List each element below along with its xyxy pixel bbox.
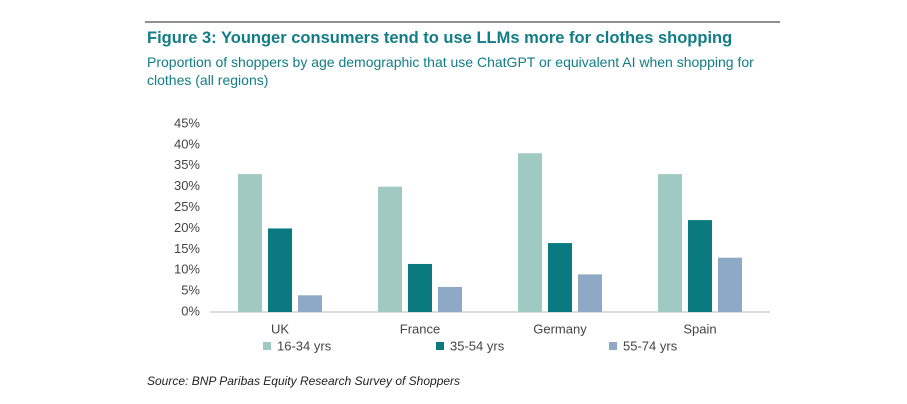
- chart-subtitle: Proportion of shoppers by age demographi…: [147, 54, 754, 88]
- y-tick-label: 30%: [174, 178, 200, 193]
- bar: [438, 286, 462, 312]
- x-tick-label: France: [400, 321, 440, 336]
- y-tick-label: 35%: [174, 157, 200, 172]
- bar: [268, 228, 292, 312]
- bar: [548, 243, 572, 312]
- y-tick-label: 40%: [174, 136, 200, 151]
- bar: [578, 274, 602, 312]
- bar: [518, 153, 542, 312]
- legend-swatch: [436, 342, 444, 350]
- legend-label: 55-74 yrs: [623, 338, 678, 353]
- x-tick-label: Spain: [683, 321, 716, 336]
- legend-swatch: [609, 342, 617, 350]
- legend-swatch: [263, 342, 271, 350]
- y-tick-label: 0%: [181, 303, 200, 318]
- bar: [658, 174, 682, 312]
- bar: [688, 220, 712, 312]
- y-tick-label: 45%: [174, 115, 200, 130]
- bar: [718, 257, 742, 312]
- x-tick-label: UK: [271, 321, 289, 336]
- bar: [378, 186, 402, 312]
- legend-label: 16-34 yrs: [277, 338, 332, 353]
- bar: [238, 174, 262, 312]
- y-tick-label: 25%: [174, 199, 200, 214]
- y-tick-label: 20%: [174, 220, 200, 235]
- y-tick-label: 15%: [174, 241, 200, 256]
- chart-title: Figure 3: Younger consumers tend to use …: [147, 29, 733, 47]
- source-note: Source: BNP Paribas Equity Research Surv…: [147, 374, 461, 388]
- legend-label: 35-54 yrs: [450, 338, 505, 353]
- bar: [298, 295, 322, 312]
- y-tick-label: 10%: [174, 262, 200, 277]
- y-tick-label: 5%: [181, 283, 200, 298]
- bar: [408, 263, 432, 312]
- x-tick-label: Germany: [533, 321, 587, 336]
